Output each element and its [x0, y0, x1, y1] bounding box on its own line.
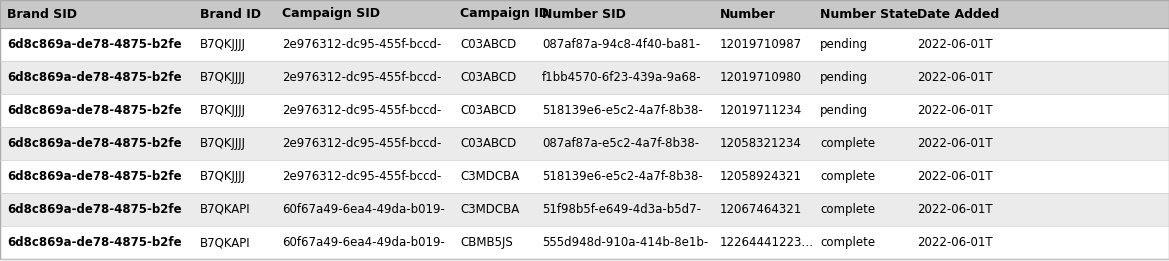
- Text: 2e976312-dc95-455f-bccd-: 2e976312-dc95-455f-bccd-: [282, 170, 442, 183]
- Text: 6d8c869a-de78-4875-b2fe: 6d8c869a-de78-4875-b2fe: [7, 170, 181, 183]
- Text: 6d8c869a-de78-4875-b2fe: 6d8c869a-de78-4875-b2fe: [7, 203, 181, 216]
- Text: Campaign SID: Campaign SID: [282, 8, 380, 21]
- Text: B7QKAPI: B7QKAPI: [200, 203, 250, 216]
- Text: 2022-06-01T: 2022-06-01T: [916, 203, 992, 216]
- Text: Number: Number: [720, 8, 776, 21]
- Text: B7QKAPI: B7QKAPI: [200, 236, 250, 249]
- Text: Campaign ID: Campaign ID: [459, 8, 549, 21]
- Text: 60f67a49-6ea4-49da-b019-: 60f67a49-6ea4-49da-b019-: [282, 203, 445, 216]
- Bar: [0, 226, 1169, 259]
- Text: 2e976312-dc95-455f-bccd-: 2e976312-dc95-455f-bccd-: [282, 38, 442, 51]
- Text: complete: complete: [819, 203, 876, 216]
- Text: 2022-06-01T: 2022-06-01T: [916, 236, 992, 249]
- Text: B7QKJJJJ: B7QKJJJJ: [200, 38, 245, 51]
- Text: 555d948d-910a-414b-8e1b-: 555d948d-910a-414b-8e1b-: [542, 236, 708, 249]
- Text: complete: complete: [819, 236, 876, 249]
- Text: 2022-06-01T: 2022-06-01T: [916, 71, 992, 84]
- Text: 6d8c869a-de78-4875-b2fe: 6d8c869a-de78-4875-b2fe: [7, 71, 181, 84]
- Text: C3MDCBA: C3MDCBA: [459, 203, 519, 216]
- Text: 2e976312-dc95-455f-bccd-: 2e976312-dc95-455f-bccd-: [282, 104, 442, 117]
- Text: complete: complete: [819, 170, 876, 183]
- Bar: [0, 28, 1169, 61]
- Text: 6d8c869a-de78-4875-b2fe: 6d8c869a-de78-4875-b2fe: [7, 137, 181, 150]
- Text: 2e976312-dc95-455f-bccd-: 2e976312-dc95-455f-bccd-: [282, 71, 442, 84]
- Text: B7QKJJJJ: B7QKJJJJ: [200, 170, 245, 183]
- Bar: [0, 0, 1169, 28]
- Text: 12019710980: 12019710980: [720, 71, 802, 84]
- Text: 518139e6-e5c2-4a7f-8b38-: 518139e6-e5c2-4a7f-8b38-: [542, 104, 703, 117]
- Bar: [0, 94, 1169, 127]
- Text: 2022-06-01T: 2022-06-01T: [916, 170, 992, 183]
- Text: 518139e6-e5c2-4a7f-8b38-: 518139e6-e5c2-4a7f-8b38-: [542, 170, 703, 183]
- Text: Number State: Number State: [819, 8, 918, 21]
- Text: 087af87a-94c8-4f40-ba81-: 087af87a-94c8-4f40-ba81-: [542, 38, 700, 51]
- Bar: [0, 61, 1169, 94]
- Text: 6d8c869a-de78-4875-b2fe: 6d8c869a-de78-4875-b2fe: [7, 38, 181, 51]
- Text: B7QKJJJJ: B7QKJJJJ: [200, 137, 245, 150]
- Text: B7QKJJJJ: B7QKJJJJ: [200, 104, 245, 117]
- Text: 12019710987: 12019710987: [720, 38, 802, 51]
- Text: f1bb4570-6f23-439a-9a68-: f1bb4570-6f23-439a-9a68-: [542, 71, 701, 84]
- Text: 12058321234: 12058321234: [720, 137, 802, 150]
- Text: 6d8c869a-de78-4875-b2fe: 6d8c869a-de78-4875-b2fe: [7, 104, 181, 117]
- Text: C03ABCD: C03ABCD: [459, 137, 517, 150]
- Text: complete: complete: [819, 137, 876, 150]
- Text: 2022-06-01T: 2022-06-01T: [916, 137, 992, 150]
- Text: C3MDCBA: C3MDCBA: [459, 170, 519, 183]
- Bar: [0, 160, 1169, 193]
- Text: C03ABCD: C03ABCD: [459, 38, 517, 51]
- Text: 12058924321: 12058924321: [720, 170, 802, 183]
- Bar: [0, 193, 1169, 226]
- Text: Date Added: Date Added: [916, 8, 999, 21]
- Text: CBMB5JS: CBMB5JS: [459, 236, 513, 249]
- Text: C03ABCD: C03ABCD: [459, 104, 517, 117]
- Text: 12264441223…: 12264441223…: [720, 236, 814, 249]
- Text: Number SID: Number SID: [542, 8, 625, 21]
- Bar: [0, 127, 1169, 160]
- Text: pending: pending: [819, 71, 869, 84]
- Text: 2022-06-01T: 2022-06-01T: [916, 104, 992, 117]
- Text: 51f98b5f-e649-4d3a-b5d7-: 51f98b5f-e649-4d3a-b5d7-: [542, 203, 701, 216]
- Text: 60f67a49-6ea4-49da-b019-: 60f67a49-6ea4-49da-b019-: [282, 236, 445, 249]
- Text: 2022-06-01T: 2022-06-01T: [916, 38, 992, 51]
- Text: 12019711234: 12019711234: [720, 104, 802, 117]
- Text: 6d8c869a-de78-4875-b2fe: 6d8c869a-de78-4875-b2fe: [7, 236, 181, 249]
- Text: pending: pending: [819, 38, 869, 51]
- Text: Brand SID: Brand SID: [7, 8, 77, 21]
- Text: B7QKJJJJ: B7QKJJJJ: [200, 71, 245, 84]
- Text: Brand ID: Brand ID: [200, 8, 261, 21]
- Text: 087af87a-e5c2-4a7f-8b38-: 087af87a-e5c2-4a7f-8b38-: [542, 137, 699, 150]
- Text: 12067464321: 12067464321: [720, 203, 802, 216]
- Text: 2e976312-dc95-455f-bccd-: 2e976312-dc95-455f-bccd-: [282, 137, 442, 150]
- Text: C03ABCD: C03ABCD: [459, 71, 517, 84]
- Text: pending: pending: [819, 104, 869, 117]
